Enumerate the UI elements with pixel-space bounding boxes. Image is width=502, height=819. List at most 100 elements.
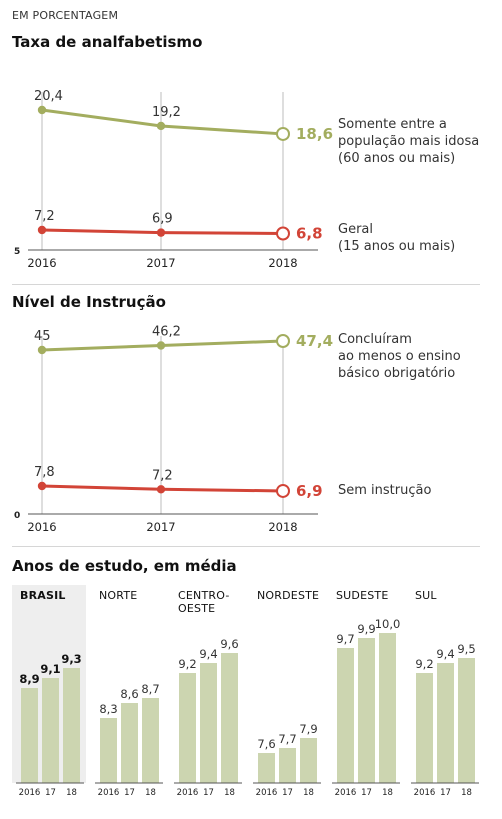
- y-axis-min-label: 0: [14, 511, 20, 521]
- bar-tick-3-0: 2016: [256, 788, 278, 798]
- bar-2-1: [200, 663, 217, 783]
- y-axis-min-label: 5: [14, 247, 20, 257]
- data-point-1-1: [156, 485, 166, 494]
- bar-value-2-1: 9,4: [199, 647, 217, 661]
- data-point-0-1: [156, 341, 166, 350]
- series-name-line: (15 anos ou mais): [338, 239, 456, 254]
- data-point-0-2: [276, 126, 290, 141]
- bar-value-3-1: 7,7: [278, 732, 296, 746]
- chart-3-title: Anos de estudo, em média: [12, 557, 237, 575]
- bar-tick-1-0: 2016: [98, 788, 120, 798]
- data-label-1-2: 6,9: [296, 482, 323, 500]
- data-label-0-2: 18,6: [296, 125, 333, 143]
- data-point-1-0: [37, 225, 47, 235]
- region-label-2-1: OESTE: [178, 602, 215, 615]
- bar-tick-2-0: 2016: [177, 788, 199, 798]
- series-name-1: Geral (15 anos ou mais): [338, 221, 455, 255]
- divider-2: [12, 546, 480, 547]
- data-label-1-0: 7,8: [34, 465, 55, 480]
- data-label-0-1: 46,2: [152, 325, 181, 340]
- region-label-4-0: SUDESTE: [336, 589, 389, 602]
- bar-4-2: [379, 633, 396, 783]
- bar-5-2: [458, 658, 475, 783]
- series-name-0: Somente entre a população mais idosa (60 a…: [338, 116, 479, 167]
- x-tick-label-2018: 2018: [268, 256, 297, 270]
- data-point-0-0: [37, 345, 47, 355]
- data-label-0-1: 19,2: [152, 105, 181, 120]
- data-point-1-2: [276, 226, 290, 241]
- bar-value-4-2: 10,0: [375, 617, 401, 631]
- bar-tick-4-2: 18: [382, 788, 393, 798]
- data-point-1-0: [37, 481, 47, 491]
- region-label-5-0: SUL: [415, 589, 437, 602]
- bar-3-1: [279, 748, 296, 783]
- region-label-2-0: CENTRO-: [178, 589, 230, 602]
- bar-value-0-1: 9,1: [40, 662, 60, 676]
- x-tick-label-2016: 2016: [27, 520, 56, 534]
- bar-tick-0-0: 2016: [19, 788, 41, 798]
- data-point-1-1: [156, 228, 166, 237]
- bar-1-2: [142, 698, 159, 783]
- bar-value-4-1: 9,9: [357, 622, 375, 636]
- bar-0-2: [63, 668, 80, 783]
- x-tick-label-2017: 2017: [146, 520, 175, 534]
- bar-1-0: [100, 718, 117, 783]
- bar-4-1: [358, 638, 375, 783]
- series-name-line: ao menos o ensino: [338, 349, 461, 364]
- bar-value-5-0: 9,2: [415, 657, 433, 671]
- series-name-line: Geral: [338, 222, 373, 237]
- bar-tick-2-1: 17: [203, 788, 214, 798]
- bar-value-1-1: 8,6: [120, 687, 138, 701]
- series-name-line: Concluíram: [338, 332, 412, 347]
- data-label-0-2: 47,4: [296, 332, 333, 350]
- bar-value-1-2: 8,7: [141, 682, 159, 696]
- series-name-1: Sem instrução: [338, 482, 431, 499]
- bar-1-1: [121, 703, 138, 783]
- kicker: EM PORCENTAGEM: [12, 9, 119, 22]
- bar-4-0: [337, 648, 354, 783]
- bar-2-2: [221, 653, 238, 783]
- bar-value-5-2: 9,5: [457, 642, 475, 656]
- bar-tick-4-1: 17: [361, 788, 372, 798]
- bar-value-2-2: 9,6: [220, 637, 238, 651]
- series-name-line: (60 anos ou mais): [338, 151, 456, 166]
- x-tick-label-2018: 2018: [268, 520, 297, 534]
- bar-value-3-0: 7,6: [257, 737, 275, 751]
- bar-tick-1-1: 17: [124, 788, 135, 798]
- bar-value-0-2: 9,3: [61, 652, 81, 666]
- data-label-0-0: 20,4: [34, 89, 63, 104]
- bar-tick-5-0: 2016: [414, 788, 436, 798]
- data-point-0-1: [156, 121, 166, 131]
- bar-value-0-0: 8,9: [19, 672, 39, 686]
- region-label-1-0: NORTE: [99, 589, 137, 602]
- series-name-line: população mais idosa: [338, 134, 480, 149]
- bar-tick-5-2: 18: [461, 788, 472, 798]
- divider-1: [12, 284, 480, 285]
- bar-tick-2-2: 18: [224, 788, 235, 798]
- x-tick-label-2017: 2017: [146, 256, 175, 270]
- region-label-3-0: NORDESTE: [257, 589, 319, 602]
- bar-3-2: [300, 738, 317, 783]
- bar-tick-0-2: 18: [66, 788, 77, 798]
- bar-tick-0-1: 17: [45, 788, 56, 798]
- data-point-0-2: [276, 334, 290, 348]
- bar-3-0: [258, 753, 275, 783]
- series-name-line: básico obrigatório: [338, 366, 456, 381]
- bar-5-1: [437, 663, 454, 783]
- data-label-1-1: 6,9: [152, 212, 173, 227]
- bar-tick-5-1: 17: [440, 788, 451, 798]
- bar-value-2-0: 9,2: [178, 657, 196, 671]
- bar-2-0: [179, 673, 196, 783]
- bar-0-1: [42, 678, 59, 783]
- series-name-line: Somente entre a: [338, 117, 447, 132]
- bar-tick-1-2: 18: [145, 788, 156, 798]
- data-point-0-0: [37, 105, 47, 115]
- data-label-1-2: 6,8: [296, 225, 323, 243]
- x-tick-label-2016: 2016: [27, 256, 56, 270]
- bar-value-4-0: 9,7: [336, 632, 354, 646]
- bar-5-0: [416, 673, 433, 783]
- bar-tick-4-0: 2016: [335, 788, 357, 798]
